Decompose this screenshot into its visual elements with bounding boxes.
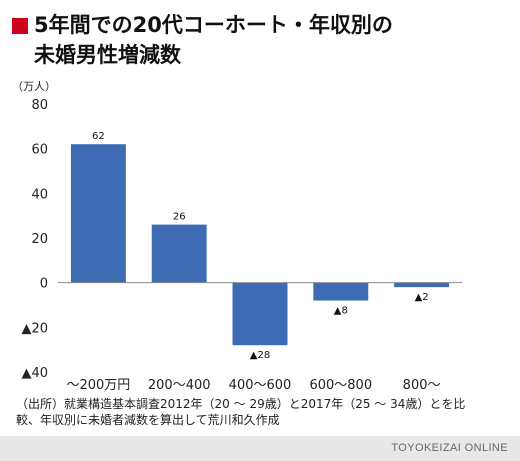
footnote-line-1: （出所）就業構造基本調査2012年（20 ～ 29歳）と2017年（25 ～ 3… — [16, 397, 466, 411]
data-label: ▲8 — [334, 306, 348, 317]
data-label: ▲2 — [415, 292, 429, 303]
footnote-line-2: 較、年収別に未婚者減数を算出して荒川和久作成 — [16, 413, 280, 427]
bar — [313, 282, 369, 301]
bar — [232, 282, 288, 346]
footer-bar — [0, 436, 520, 461]
y-tick-label: 80 — [31, 98, 48, 113]
x-tick-label: ～200万円 — [66, 378, 130, 393]
source-footnote: （出所）就業構造基本調査2012年（20 ～ 29歳）と2017年（25 ～ 3… — [16, 396, 465, 428]
data-label: 62 — [92, 131, 105, 142]
bar — [70, 144, 126, 283]
title-marker — [12, 18, 28, 34]
x-tick-label: 800～ — [403, 378, 441, 393]
x-tick-label: 200～400 — [148, 378, 211, 393]
bar-chart: （万人） 80 60 40 20 0 ▲20 ▲40 62 ～200万円 26 200～400 ▲28 4… — [12, 80, 462, 393]
title-line-1: 5年間での20代コーホート・年収別の — [34, 13, 393, 37]
y-tick-label: 40 — [31, 187, 48, 202]
x-tick-label: 600～800 — [309, 378, 372, 393]
brand-label: TOYOKEIZAI ONLINE — [391, 442, 508, 454]
data-label: ▲28 — [250, 350, 270, 361]
y-tick-label: 20 — [31, 232, 48, 247]
y-axis-label: （万人） — [12, 80, 56, 93]
bar — [394, 282, 450, 288]
data-label: 26 — [173, 212, 186, 223]
x-tick-label: 400～600 — [229, 378, 292, 393]
y-tick-label: 0 — [40, 277, 48, 292]
y-tick-label: ▲20 — [21, 321, 48, 336]
y-tick-label: ▲40 — [21, 366, 48, 381]
title-line-2: 未婚男性増減数 — [34, 43, 181, 67]
bar — [151, 224, 207, 283]
y-tick-label: 60 — [31, 143, 48, 158]
